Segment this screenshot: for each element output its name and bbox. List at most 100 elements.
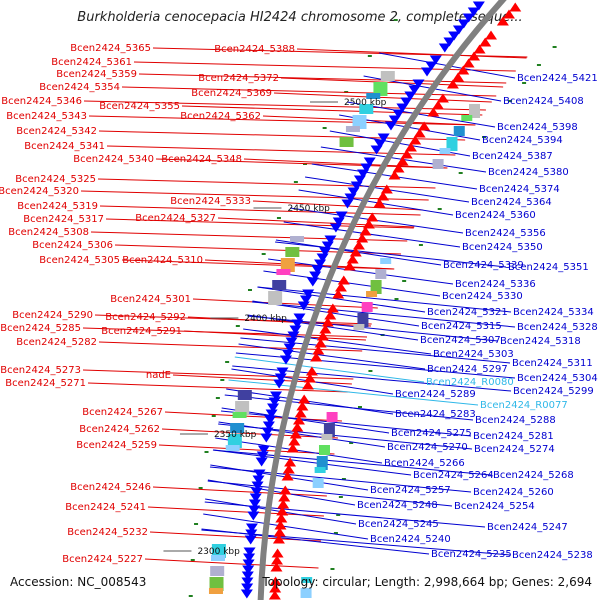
forward-strand-arrow <box>362 219 375 229</box>
forward-strand-arrow <box>301 380 314 390</box>
feature-tick <box>204 451 209 453</box>
forward-strand-arrow <box>496 16 509 26</box>
right-gene-label: Bcen2424_5321 <box>427 307 508 318</box>
outer-feature-block <box>359 104 374 114</box>
right-leader-line <box>240 337 511 364</box>
feature-tick <box>522 82 527 84</box>
right-gene-label: Bcen2424_5248 <box>357 500 438 511</box>
forward-strand-arrow <box>321 317 334 327</box>
forward-strand-arrow <box>273 527 286 537</box>
forward-strand-arrow <box>289 429 302 439</box>
left-gene-label: nadE <box>146 370 171 381</box>
feature-ticks <box>188 19 557 597</box>
reverse-strand-arrow <box>429 55 442 65</box>
left-leader-line <box>296 48 527 59</box>
outer-feature-block <box>227 434 242 448</box>
feature-tick <box>393 19 398 21</box>
reverse-strand-arrow <box>243 547 256 557</box>
right-leader-line <box>234 356 425 383</box>
left-leader-line <box>152 486 327 497</box>
right-gene-label: Bcen2424_5364 <box>471 197 552 208</box>
right-gene-label: Bcen2424_5328 <box>517 322 598 333</box>
outer-feature-block <box>232 412 247 418</box>
outer-feature-block <box>210 555 225 561</box>
feature-tick <box>341 478 346 480</box>
reverse-strand-arrow <box>360 163 373 173</box>
right-leader-line <box>275 241 507 268</box>
reverse-strand-arrow <box>267 403 280 413</box>
right-gene-label: Bcen2424_5303 <box>433 349 514 360</box>
right-gene-label: Bcen2424_5421 <box>517 73 598 84</box>
left-gene-label: Bcen2424_5341 <box>24 141 105 152</box>
reverse-strand-arrow <box>357 169 370 179</box>
left-gene-label: Bcen2424_5333 <box>170 196 251 207</box>
reverse-strand-arrow <box>242 559 255 569</box>
left-leader-line <box>80 190 429 201</box>
right-leader-line <box>283 221 461 248</box>
chromosome-backbone <box>257 0 507 600</box>
right-gene-label: Bcen2424_5281 <box>473 431 554 442</box>
reverse-strand-arrow <box>245 523 258 533</box>
reverse-strand-arrow <box>243 553 256 563</box>
inner-feature-block <box>469 104 481 118</box>
feature-tick <box>336 514 341 516</box>
left-gene-label: Bcen2424_5369 <box>191 88 272 99</box>
right-gene-label: Bcen2424_5356 <box>465 228 546 239</box>
right-leader-line <box>204 501 486 528</box>
left-gene-label: Bcen2424_5362 <box>180 111 261 122</box>
right-leader-line <box>224 394 474 421</box>
outer-feature-block <box>230 423 245 433</box>
outer-feature-block <box>211 544 226 558</box>
left-gene-label: Bcen2424_5273 <box>0 365 81 376</box>
reverse-strand-arrow <box>316 253 329 263</box>
left-leader-line <box>161 428 338 439</box>
reverse-strand-arrow <box>255 457 268 467</box>
forward-strand-arrow <box>413 128 426 138</box>
feature-tick <box>368 370 373 372</box>
forward-strand-arrow <box>436 93 449 103</box>
kbp-marker-label: 2300 kbp <box>197 547 240 557</box>
inner-feature-block <box>453 126 465 136</box>
right-gene-label: Bcen2424_5330 <box>442 291 523 302</box>
feature-tick <box>402 280 407 282</box>
feature-tick <box>367 55 372 57</box>
reverse-strand-arrow <box>261 427 274 437</box>
left-gene-label: Bcen2424_5232 <box>67 527 148 538</box>
outer-feature-block <box>208 588 223 594</box>
feature-tick <box>333 532 338 534</box>
feature-tick <box>394 298 399 300</box>
outer-feature-block <box>339 137 354 147</box>
left-gene-label: Bcen2424_5262 <box>79 424 160 435</box>
reverse-strand-arrow <box>251 481 264 491</box>
forward-strand-arrow <box>334 282 347 292</box>
inner-feature-block <box>321 434 333 440</box>
right-gene-label: Bcen2424_5408 <box>503 96 584 107</box>
forward-strand-arrow <box>352 240 365 250</box>
forward-strand-arrow <box>274 520 287 530</box>
feature-tick <box>190 559 195 561</box>
forward-strand-arrow <box>468 51 481 61</box>
forward-strand-arrow <box>427 107 440 117</box>
reverse-strand-arrow <box>438 43 451 53</box>
left-leader-line <box>133 61 516 72</box>
left-leader-line <box>149 531 321 542</box>
right-gene-label: Bcen2424_5394 <box>482 135 563 146</box>
forward-strand-arrow <box>404 142 417 152</box>
forward-strand-arrow <box>303 373 316 383</box>
feature-tick <box>482 136 487 138</box>
forward-strand-arrow <box>392 163 405 173</box>
left-leader-line <box>90 231 408 242</box>
reverse-strand-arrow <box>321 241 334 251</box>
inner-feature-block <box>300 588 312 598</box>
outer-feature-block <box>280 258 295 272</box>
feature-tick <box>293 181 298 183</box>
reverse-strand-arrow <box>281 349 294 359</box>
left-gene-label: Bcen2424_5305 <box>39 255 120 266</box>
left-gene-label: Bcen2424_5271 <box>5 378 86 389</box>
left-gene-label: Bcen2424_5301 <box>110 294 191 305</box>
reverse-strand-arrow <box>377 133 390 143</box>
left-gene-label: Bcen2424_5348 <box>161 154 242 165</box>
forward-strand-arrow <box>298 394 311 404</box>
reverse-strand-arrow <box>457 19 470 29</box>
forward-strand-arrow <box>356 233 369 243</box>
